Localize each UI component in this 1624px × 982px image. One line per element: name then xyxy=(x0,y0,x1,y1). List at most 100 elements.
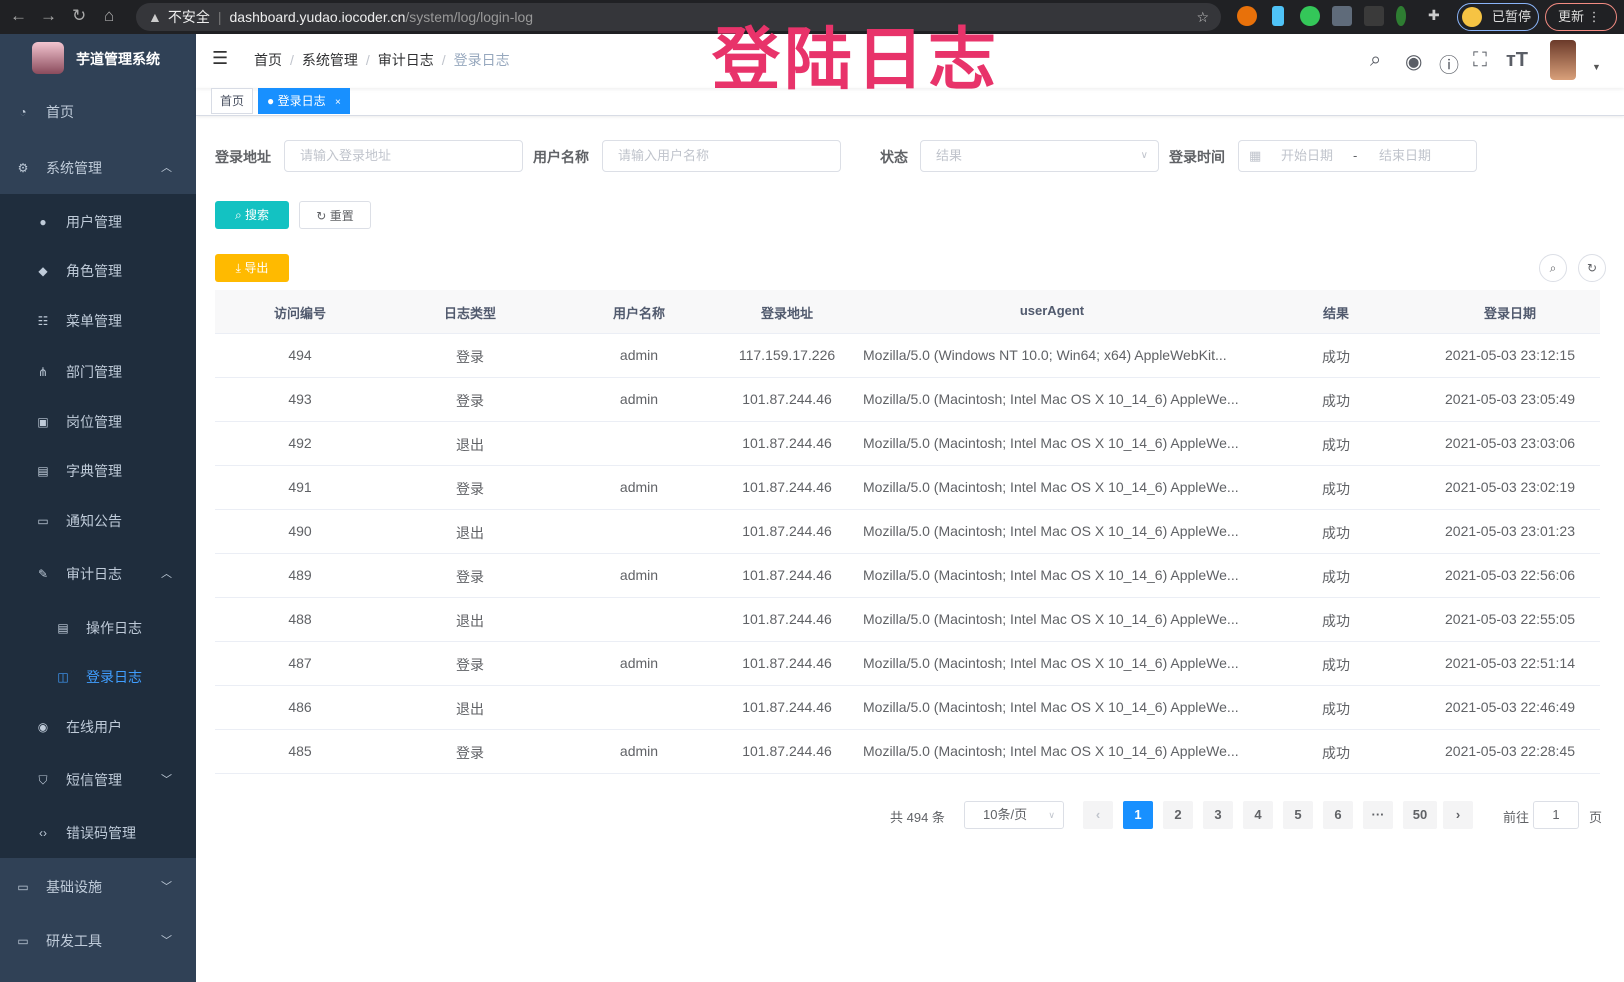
reload-icon[interactable]: ↻ xyxy=(72,6,87,25)
sidebar-item-label: 操作日志 xyxy=(86,620,142,636)
sidebar-item[interactable]: ▭ 通知公告 xyxy=(0,496,196,546)
table-cell: Mozilla/5.0 (Macintosh; Intel Mac OS X 1… xyxy=(863,523,1239,539)
extension-icon[interactable] xyxy=(1237,6,1257,26)
table-row[interactable] xyxy=(215,378,1600,422)
table-row[interactable] xyxy=(215,598,1600,642)
sidebar-item[interactable]: ◆ 角色管理 xyxy=(0,246,196,296)
sidebar-item[interactable]: ⚙ 系统管理 ︿ xyxy=(0,143,196,193)
table-row[interactable] xyxy=(215,422,1600,466)
prev-page-button[interactable]: ‹ xyxy=(1083,801,1113,829)
table-cell: 成功 xyxy=(1322,613,1350,629)
table-cell: 101.87.244.46 xyxy=(742,435,832,451)
fullscreen-icon[interactable]: ⛶ xyxy=(1473,49,1487,71)
tag-login-log[interactable]: ● 登录日志 × xyxy=(258,88,350,114)
avatar[interactable] xyxy=(1550,40,1576,80)
sidebar-item[interactable]: ◫ 登录日志 xyxy=(0,652,196,702)
goto-page-input[interactable]: 1 xyxy=(1533,801,1579,829)
sidebar-item[interactable]: ▭ 基础设施 ﹀ xyxy=(0,862,196,912)
back-icon[interactable]: ← xyxy=(10,6,27,25)
export-button[interactable]: ⤓ 导出 xyxy=(215,254,289,282)
sidebar-item[interactable]: ◔ 首页 xyxy=(0,87,196,137)
table-header xyxy=(215,290,1600,334)
column-header: userAgent xyxy=(1019,303,1085,318)
sidebar-item[interactable]: ✎ 审计日志 ︿ xyxy=(0,549,196,599)
table-row[interactable] xyxy=(215,730,1600,774)
extension-icon[interactable] xyxy=(1364,6,1384,26)
extension-icon[interactable] xyxy=(1272,6,1284,26)
post-icon: ▣ xyxy=(37,415,49,429)
page-button[interactable]: 1 xyxy=(1123,801,1153,829)
sidebar-item[interactable]: ⋔ 部门管理 xyxy=(0,347,196,397)
search-icon[interactable]: ⌕ xyxy=(1370,49,1382,71)
page-button[interactable]: 5 xyxy=(1283,801,1313,829)
table-cell: 492 xyxy=(288,435,312,451)
caret-down-icon[interactable]: ▼ xyxy=(1592,62,1601,72)
table-cell: admin xyxy=(619,479,659,495)
next-page-button[interactable]: › xyxy=(1443,801,1473,829)
close-icon[interactable]: × xyxy=(334,97,341,108)
sidebar-item[interactable]: ⛉ 短信管理 ﹀ xyxy=(0,755,196,805)
update-button[interactable]: 更新 ⋮ xyxy=(1545,3,1617,31)
date-range-picker[interactable]: ▦ 开始日期 - 结束日期 xyxy=(1238,140,1477,172)
status-select[interactable]: 结果 ∨ xyxy=(920,140,1159,172)
extension-icon[interactable] xyxy=(1300,6,1320,26)
refresh-button[interactable]: ↻ xyxy=(1578,254,1606,282)
sidebar-item[interactable]: ▤ 字典管理 xyxy=(0,446,196,496)
sidebar-item[interactable]: ◉ 在线用户 xyxy=(0,702,196,752)
table-cell: 101.87.244.46 xyxy=(742,655,832,671)
sidebar-item[interactable]: ● 用户管理 xyxy=(0,197,196,247)
page-size-select[interactable]: 10条/页 ∨ xyxy=(964,801,1064,829)
tree-table-icon: ☷ xyxy=(37,314,49,328)
sidebar-item[interactable]: ‹› 错误码管理 xyxy=(0,808,196,858)
breadcrumb-item[interactable]: 系统管理 xyxy=(301,52,358,68)
extension-icon[interactable] xyxy=(1332,6,1352,26)
sidebar-item[interactable]: ☷ 菜单管理 xyxy=(0,296,196,346)
table-cell: 101.87.244.46 xyxy=(742,611,832,627)
table-row[interactable] xyxy=(215,642,1600,686)
breadcrumb-item[interactable]: 审计日志 xyxy=(377,52,434,68)
bookmark-star-icon[interactable]: ☆ xyxy=(1196,9,1209,25)
start-date-input[interactable]: 开始日期 xyxy=(1281,148,1334,163)
reset-button[interactable]: ↻ 重置 xyxy=(299,201,371,229)
username-input[interactable]: 请输入用户名称 xyxy=(602,140,841,172)
search-button[interactable]: ⌕ 搜索 xyxy=(215,201,289,229)
breadcrumb-item[interactable]: 首页 xyxy=(254,52,282,68)
end-date-input[interactable]: 结束日期 xyxy=(1379,148,1432,163)
tag-home[interactable]: 首页 xyxy=(211,88,254,114)
table-cell: 2021-05-03 22:55:05 xyxy=(1445,611,1575,627)
ip-label: 登录地址 xyxy=(215,149,271,165)
page-button[interactable]: 2 xyxy=(1163,801,1193,829)
page-button[interactable]: 6 xyxy=(1323,801,1353,829)
home-icon[interactable]: ⌂ xyxy=(104,6,115,25)
page-button[interactable]: 4 xyxy=(1243,801,1273,829)
font-size-icon[interactable]: ᴛT xyxy=(1506,49,1529,71)
ip-input[interactable]: 请输入登录地址 xyxy=(284,140,523,172)
table-row[interactable] xyxy=(215,554,1600,598)
table-row[interactable] xyxy=(215,466,1600,510)
page-button[interactable]: ··· xyxy=(1363,801,1393,829)
sidebar-item-label: 基础设施 xyxy=(46,879,102,895)
page-button[interactable]: 3 xyxy=(1203,801,1233,829)
sidebar-item-label: 短信管理 xyxy=(66,772,122,788)
sidebar-item[interactable]: ▣ 岗位管理 xyxy=(0,397,196,447)
table-row[interactable] xyxy=(215,686,1600,730)
sidebar-item[interactable]: ▭ 研发工具 ﹀ xyxy=(0,916,196,966)
toggle-search-button[interactable]: ⌕ xyxy=(1539,254,1567,282)
address-bar[interactable]: ▲ 不安全 | dashboard.yudao.iocoder.cn/system/l… xyxy=(136,3,1221,31)
extension-icon[interactable] xyxy=(1396,6,1406,26)
github-icon[interactable]: ◉ xyxy=(1405,51,1423,73)
sidebar-item-label: 菜单管理 xyxy=(66,313,122,329)
sidebar-item[interactable]: ▤ 操作日志 xyxy=(0,603,196,653)
profile-button[interactable]: 已暂停 xyxy=(1457,3,1539,31)
page-button[interactable]: 50 xyxy=(1403,801,1437,829)
table-cell: 登录 xyxy=(456,481,484,497)
question-icon[interactable]: ⓘ xyxy=(1439,55,1459,77)
puzzle-icon[interactable]: ✚ xyxy=(1428,7,1440,23)
forward-icon[interactable]: → xyxy=(40,6,57,25)
hamburger-icon[interactable]: ☰ xyxy=(212,48,229,68)
table-row[interactable] xyxy=(215,510,1600,554)
table-row[interactable] xyxy=(215,334,1600,378)
dashboard-icon: ◔ xyxy=(19,105,27,119)
table-cell: 退出 xyxy=(456,613,484,629)
column-header: 登录地址 xyxy=(760,306,814,321)
